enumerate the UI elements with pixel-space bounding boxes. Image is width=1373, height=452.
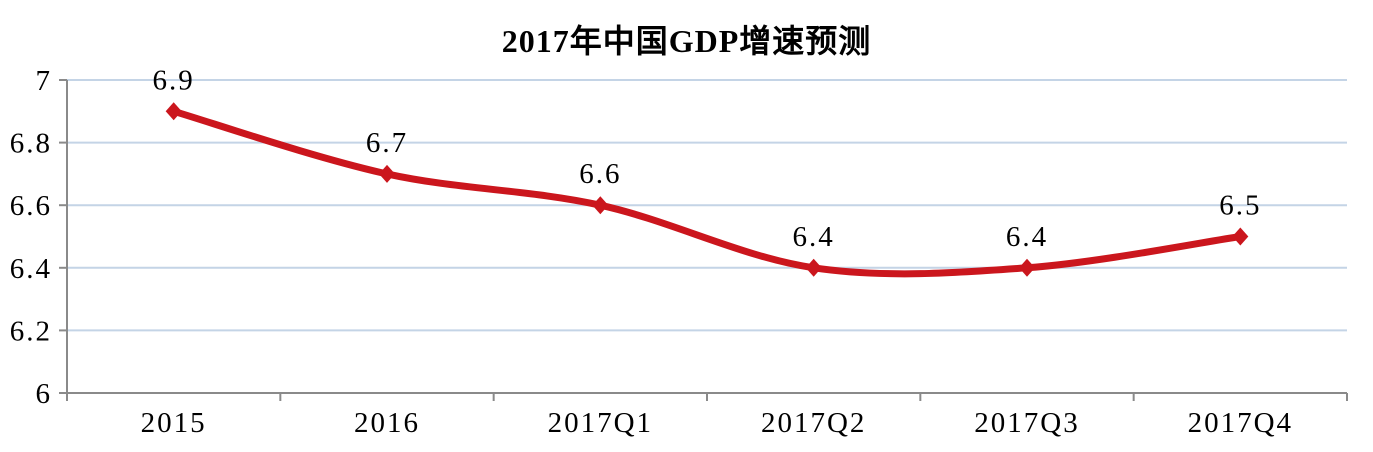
series-line [170,107,1244,278]
y-axis-tick-label: 6.4 [10,253,52,285]
y-axis-tick-label: 6 [36,378,53,410]
y-axis-tick-label: 7 [36,65,53,97]
x-axis-tick-label: 2017Q4 [1188,407,1293,439]
data-point-marker [1232,227,1249,246]
data-point-marker [165,102,182,121]
data-point-label: 6.7 [366,127,408,159]
data-point-marker [592,196,609,215]
data-point-label: 6.6 [579,158,621,190]
data-point-label: 6.9 [153,64,195,96]
data-point-marker [805,258,822,277]
data-point-label: 6.4 [1006,221,1048,253]
data-point-label: 6.4 [793,221,835,253]
data-point-label: 6.5 [1219,190,1261,222]
x-axis-tick-label: 2016 [354,407,420,439]
data-point-marker [1019,258,1035,277]
x-axis-tick-label: 2017Q2 [761,407,866,439]
chart-title: 2017年中国GDP增速预测 [501,23,872,59]
y-axis-tick-label: 6.6 [10,190,52,222]
x-axis-tick-label: 2015 [141,407,207,439]
data-point-marker [379,164,395,183]
x-axis-tick-label: 2017Q3 [974,407,1079,439]
y-axis-tick-label: 6.2 [10,315,52,347]
x-axis-tick-label: 2017Q1 [548,407,653,439]
y-axis-tick-label: 6.8 [10,128,52,160]
